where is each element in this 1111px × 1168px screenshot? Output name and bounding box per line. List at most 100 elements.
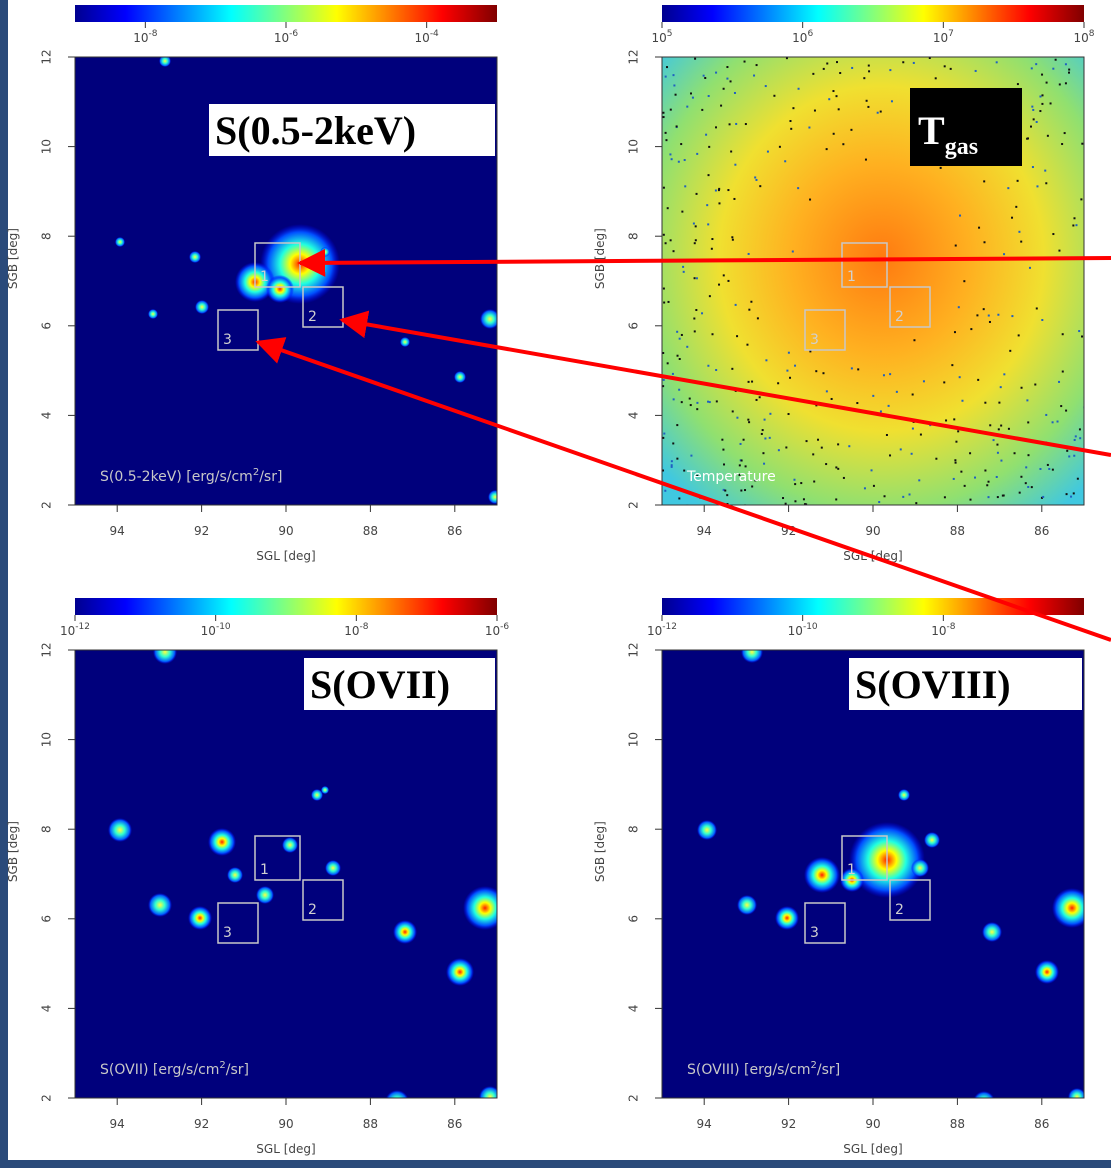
noise — [1000, 460, 1002, 462]
noise — [695, 309, 697, 311]
y-tick-label: 10 — [627, 139, 641, 154]
noise — [715, 126, 717, 128]
tick-base: 10 — [647, 624, 662, 638]
y-tick-label: 4 — [627, 1005, 641, 1013]
y-axis-label: SGB [deg] — [593, 821, 607, 882]
y-tick-label: 12 — [627, 49, 641, 64]
noise — [1047, 464, 1049, 466]
title-main: S(OVIII) — [855, 662, 1011, 707]
noise — [1075, 224, 1077, 226]
noise — [920, 434, 922, 436]
noise — [997, 452, 999, 454]
noise — [1007, 187, 1009, 189]
noise — [764, 437, 766, 439]
noise — [744, 489, 746, 491]
noise — [683, 470, 685, 472]
noise — [665, 76, 667, 78]
noise — [715, 369, 717, 371]
noise — [686, 106, 688, 108]
noise — [978, 227, 980, 229]
noise — [696, 277, 698, 279]
noise — [708, 146, 710, 148]
noise — [851, 367, 853, 369]
noise — [696, 408, 698, 410]
noise — [715, 72, 717, 74]
noise — [831, 398, 833, 400]
x-tick-label: 92 — [194, 1117, 209, 1131]
noise — [950, 68, 952, 70]
noise — [832, 90, 834, 92]
tick-base: 10 — [201, 624, 216, 638]
noise — [715, 189, 717, 191]
noise — [1079, 428, 1081, 430]
y-tick-label: 2 — [627, 1094, 641, 1102]
noise — [945, 419, 947, 421]
noise — [1009, 350, 1011, 352]
noise — [993, 439, 995, 441]
noise — [955, 245, 957, 247]
noise — [665, 139, 667, 141]
noise — [839, 72, 841, 74]
noise — [665, 132, 667, 134]
noise — [735, 304, 737, 306]
noise — [850, 129, 852, 131]
noise — [673, 398, 675, 400]
noise — [1025, 482, 1027, 484]
y-tick-label: 6 — [627, 915, 641, 923]
noise — [1036, 121, 1038, 123]
noise — [788, 352, 790, 354]
noise — [684, 185, 686, 187]
noise — [935, 458, 937, 460]
noise — [935, 77, 937, 79]
colorbar — [75, 598, 497, 615]
y-tick-label: 6 — [627, 322, 641, 330]
noise — [957, 430, 959, 432]
noise — [671, 460, 673, 462]
noise — [959, 215, 961, 217]
noise — [686, 346, 688, 348]
noise — [701, 109, 703, 111]
noise — [1003, 373, 1005, 375]
noise — [779, 146, 781, 148]
tick-exponent: -10 — [803, 622, 818, 632]
noise — [753, 75, 755, 77]
y-axis-label: SGB [deg] — [6, 228, 20, 289]
noise — [1014, 452, 1016, 454]
tick-exponent: -8 — [359, 622, 368, 632]
noise — [1052, 68, 1054, 70]
tick-exponent: 5 — [667, 29, 673, 39]
noise — [730, 80, 732, 82]
noise — [672, 373, 674, 375]
y-tick-label: 10 — [40, 139, 54, 154]
noise — [889, 454, 891, 456]
noise — [915, 502, 917, 504]
noise — [794, 365, 796, 367]
noise — [911, 453, 913, 455]
noise — [826, 63, 828, 65]
y-tick-label: 12 — [627, 642, 641, 657]
y-tick-label: 12 — [40, 49, 54, 64]
noise — [1018, 334, 1020, 336]
noise — [718, 188, 720, 190]
noise — [851, 67, 853, 69]
noise — [863, 77, 865, 79]
noise — [817, 439, 819, 441]
region-label: 1 — [847, 862, 856, 878]
noise — [813, 481, 815, 483]
noise — [727, 189, 729, 191]
noise — [676, 424, 678, 426]
noise — [1031, 106, 1033, 108]
noise — [1058, 381, 1060, 383]
panel: 105106107108123Temperature94929088862468… — [593, 5, 1095, 563]
noise — [732, 410, 734, 412]
noise — [848, 445, 850, 447]
noise — [1017, 180, 1019, 182]
noise — [798, 88, 800, 90]
noise — [997, 314, 999, 316]
noise — [883, 374, 885, 376]
title-text: S(0.5-2keV) — [215, 108, 416, 153]
noise — [690, 404, 692, 406]
noise — [696, 402, 698, 404]
noise — [757, 317, 759, 319]
noise — [707, 365, 709, 367]
